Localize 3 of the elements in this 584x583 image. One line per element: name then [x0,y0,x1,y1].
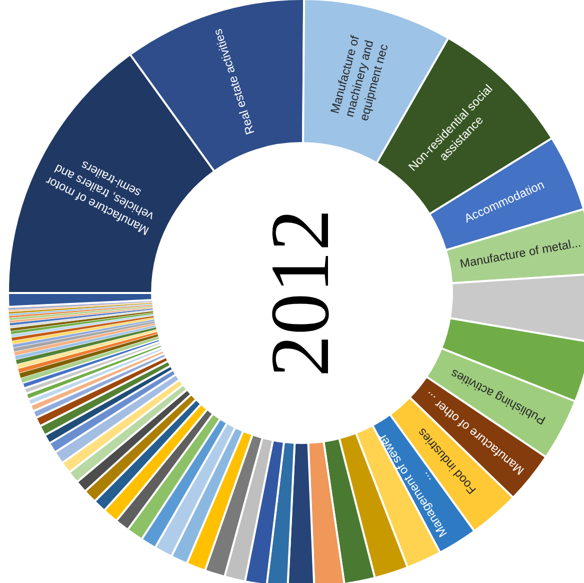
text: 2012 [254,209,348,377]
slice-label: Manufacture of metal... [458,235,582,271]
slice-label: Real estate activities [210,27,258,136]
